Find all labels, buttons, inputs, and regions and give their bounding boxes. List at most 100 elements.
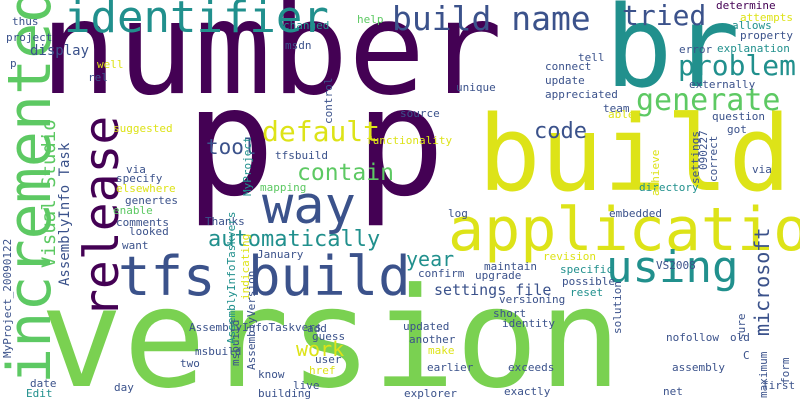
word-exactly: live: [293, 379, 320, 392]
word-achieve: achieve: [649, 149, 662, 196]
word-settings-file: settings file: [434, 281, 552, 299]
word-attempts: attempts: [740, 11, 793, 24]
word-add: AssemblyInfoTaskvers: [189, 321, 322, 334]
word-externally: externally: [689, 78, 756, 91]
word-versioning: reset: [570, 286, 604, 299]
word-settings: settings: [689, 131, 702, 184]
word-use: first: [762, 379, 796, 392]
word-generate: generate: [636, 83, 781, 118]
word-short: guess: [312, 330, 346, 343]
word-sure: possible: [562, 275, 615, 288]
word-thanks: mapping: [260, 181, 307, 194]
word-exceeds: two: [180, 357, 200, 370]
word-correct: correct: [707, 135, 720, 182]
word-able: able: [608, 108, 635, 121]
word-version: version: [40, 258, 622, 400]
word-assemblyinfo-task: AssemblyInfo Task: [57, 142, 73, 286]
word-know: earlier: [427, 361, 474, 374]
word-unique: unique: [456, 81, 496, 94]
word-comments: MyProject: [241, 136, 254, 196]
word-well: well: [97, 58, 124, 71]
word-year: year: [406, 247, 455, 271]
word-p-large-2: p: [355, 56, 446, 230]
word-possible: versioning: [499, 293, 566, 306]
word-identity: updated: [403, 320, 450, 333]
word-enable: genertes: [125, 194, 178, 207]
word-live: know: [258, 368, 285, 381]
word-date: nofollow: [666, 331, 719, 344]
word-p-large: p: [185, 56, 276, 230]
word-myproject: enable: [113, 204, 153, 217]
word-determine: determine: [716, 0, 776, 12]
word-reset: specific: [560, 263, 613, 276]
word-team: team: [603, 102, 630, 115]
word-elsewhere: specify: [116, 172, 163, 185]
word-make: short: [493, 307, 527, 320]
word-got: got: [727, 123, 747, 136]
word-edit: make: [428, 344, 455, 357]
word-help: help: [357, 13, 384, 26]
word-genertes: elsewhere: [116, 182, 176, 195]
word-updated: AssemblyVersion: [245, 270, 258, 370]
word-source: source: [400, 107, 440, 120]
word-first: exactly: [504, 385, 551, 398]
word-error: error: [679, 43, 713, 56]
word-tfsbuild: Thanks: [205, 215, 245, 228]
word-number: number: [40, 0, 503, 124]
word-work: work: [296, 337, 345, 361]
word-automatically: automatically: [208, 227, 381, 252]
word-assemblyinfotaskvers: MyProject_20090122: [1, 238, 14, 358]
word-upgrade: maintain: [484, 260, 537, 273]
word-want: looked: [129, 225, 169, 238]
word-building: href: [309, 364, 336, 377]
word-question: question: [712, 110, 765, 123]
word-default: default: [262, 115, 381, 148]
word-href: exceeds: [508, 361, 555, 374]
word-build-name: build name: [392, 0, 591, 38]
word-br: br: [605, 0, 740, 113]
word-explorer: day: [114, 381, 134, 394]
word-tool: tool: [206, 135, 257, 159]
word-application: application: [448, 195, 800, 265]
word-finds: maximum: [757, 351, 770, 398]
word-old: directory: [639, 181, 699, 194]
word-nofollow: another: [409, 333, 456, 346]
word-mapping: want: [122, 239, 149, 252]
word-problem: problem: [678, 49, 797, 82]
word-project: project: [6, 31, 53, 44]
word-way: way: [262, 176, 356, 236]
word-earlier: Edit: [26, 387, 53, 400]
word-tell: tell: [578, 51, 605, 64]
word-myproject-20090122: form: [779, 357, 792, 385]
word-looked: comments: [116, 216, 169, 229]
word-specific: confirm: [418, 267, 465, 280]
word-confirm: VS2008: [656, 259, 696, 272]
word-contain: contain: [297, 160, 394, 186]
word-p-small: display: [30, 43, 90, 59]
word-embedded: log: [448, 207, 468, 220]
word-connect: connect: [545, 60, 592, 73]
word-update: update: [545, 74, 585, 87]
word-guess: msbuild: [195, 345, 242, 358]
word-display: p: [10, 57, 17, 70]
word-property: property: [740, 29, 793, 42]
word-explanation: explanation: [717, 42, 790, 55]
word-revision: January: [257, 248, 304, 261]
word-assemblyversion: msbuild: [229, 319, 242, 366]
word-suggested: suggested: [113, 122, 173, 135]
word-tried: tried: [622, 0, 707, 32]
word-vs2008: upgrade: [475, 269, 522, 282]
word-maximum: explorer: [404, 387, 457, 400]
word-control: control: [322, 77, 335, 124]
word-c: identity: [502, 317, 555, 330]
word-appreciated: appreciated: [545, 88, 618, 101]
word-via: via: [752, 163, 772, 176]
word-thus: thus: [12, 15, 39, 28]
word-solution: sure: [735, 313, 748, 341]
word-directory: tfsbuild: [275, 149, 328, 162]
word-form: solution: [611, 281, 624, 334]
word-functionality: functionality: [366, 134, 453, 147]
word-allows: allows: [732, 19, 772, 32]
word-maintain: revision: [543, 250, 596, 263]
